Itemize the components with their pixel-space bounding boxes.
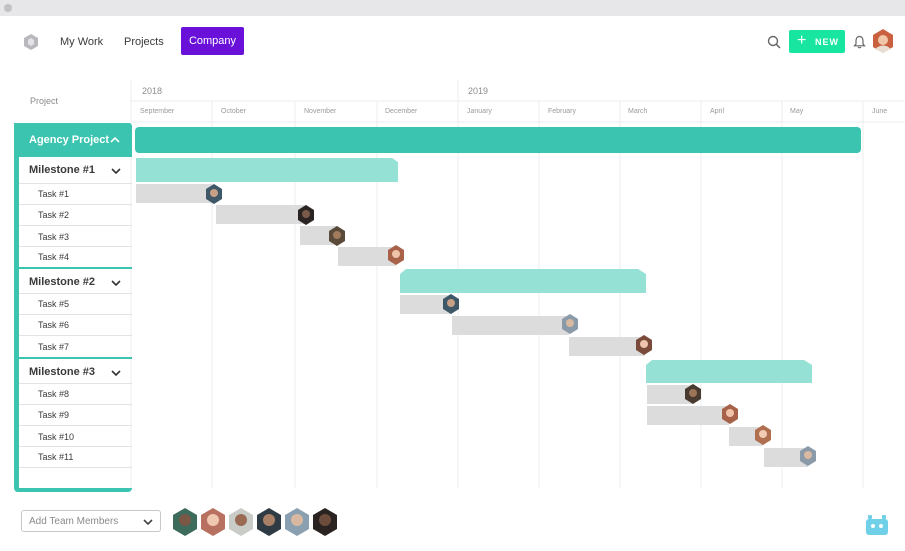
milestone-row[interactable]: Milestone #1 (19, 157, 132, 184)
assignee-avatar[interactable] (799, 446, 817, 466)
assignee-avatar[interactable] (684, 384, 702, 404)
task-label: Task #6 (38, 320, 70, 330)
project-sidebar: Agency Project Milestone #1 Task #1 Task… (14, 123, 132, 492)
task-row[interactable]: Task #5 (19, 294, 132, 315)
milestone-row[interactable]: Milestone #2 (19, 267, 132, 294)
team-member-avatar[interactable] (172, 508, 198, 536)
assignee-avatar[interactable] (297, 205, 315, 225)
task-bar[interactable] (338, 247, 396, 266)
nav-company[interactable]: Company (181, 27, 244, 55)
assignee-avatar[interactable] (205, 184, 223, 204)
task-label: Task #2 (38, 210, 70, 220)
milestone-bar[interactable] (646, 360, 812, 383)
team-member-avatar[interactable] (256, 508, 282, 536)
task-label: Task #10 (38, 432, 75, 442)
year-label: 2019 (468, 86, 489, 96)
task-bar[interactable] (300, 226, 338, 245)
add-team-members-dropdown[interactable]: Add Team Members (21, 510, 161, 532)
task-row[interactable]: Task #3 (19, 226, 132, 247)
window-titlebar (0, 0, 905, 16)
project-bar[interactable] (135, 127, 861, 153)
task-bar[interactable] (400, 295, 452, 314)
chevron-down-icon (143, 519, 153, 525)
month-label: March (628, 108, 648, 115)
new-button-label: NEW (815, 37, 839, 47)
chevron-down-icon[interactable] (111, 370, 121, 376)
team-member-avatar[interactable] (312, 508, 338, 536)
month-label: January (467, 108, 492, 115)
chevron-up-icon[interactable] (110, 137, 120, 143)
chevron-down-icon[interactable] (111, 168, 121, 174)
task-row[interactable]: Task #7 (19, 336, 132, 357)
timeline-header: 2018 2019 September October November Dec… (131, 80, 905, 123)
task-label: Task #5 (38, 299, 70, 309)
task-row[interactable]: Task #10 (19, 426, 132, 447)
task-row[interactable]: Task #11 (19, 447, 132, 468)
assignee-avatar[interactable] (561, 314, 579, 334)
task-bar[interactable] (216, 205, 305, 224)
team-member-avatar[interactable] (228, 508, 254, 536)
task-bar[interactable] (569, 337, 645, 356)
milestone-label: Milestone #3 (29, 366, 96, 378)
assignee-avatar[interactable] (635, 335, 653, 355)
task-row[interactable]: Task #6 (19, 315, 132, 336)
month-label: September (140, 108, 175, 115)
team-member-avatar[interactable] (200, 508, 226, 536)
assignee-avatar[interactable] (754, 425, 772, 445)
task-row[interactable]: Task #4 (19, 247, 132, 267)
project-column-header: Project (30, 96, 59, 106)
month-label: May (790, 108, 804, 115)
task-bar[interactable] (764, 448, 808, 467)
month-label: December (385, 108, 418, 115)
nav-projects[interactable]: Projects (124, 36, 164, 48)
hexagon-logo-icon[interactable] (22, 33, 40, 51)
assignee-avatar[interactable] (387, 245, 405, 265)
task-label: Task #8 (38, 389, 70, 399)
month-label: February (548, 108, 577, 115)
task-label: Task #9 (38, 410, 70, 420)
month-label: April (710, 108, 725, 115)
month-label: November (304, 108, 337, 115)
milestone-label: Milestone #2 (29, 276, 96, 288)
task-row[interactable]: Task #8 (19, 384, 132, 405)
team-member-avatar[interactable] (284, 508, 310, 536)
milestone-row[interactable]: Milestone #3 (19, 357, 132, 384)
milestone-bar[interactable] (400, 269, 646, 293)
chat-bot-icon[interactable] (865, 512, 889, 536)
task-row[interactable]: Task #1 (19, 184, 132, 205)
assignee-avatar[interactable] (721, 404, 739, 424)
plus-icon: + (797, 32, 808, 49)
task-label: Task #1 (38, 189, 70, 199)
bell-icon[interactable] (853, 35, 866, 49)
task-row[interactable]: Task #2 (19, 205, 132, 226)
task-label: Task #7 (38, 342, 70, 352)
task-bar[interactable] (452, 316, 569, 335)
task-bar[interactable] (729, 427, 763, 446)
project-title: Agency Project (29, 134, 110, 146)
task-bar[interactable] (647, 406, 729, 425)
month-label: June (872, 108, 888, 115)
task-label: Task #3 (38, 232, 70, 242)
assignee-avatar[interactable] (442, 294, 460, 314)
year-label: 2018 (142, 86, 163, 96)
task-label: Task #11 (38, 452, 74, 462)
month-label: October (221, 108, 246, 115)
task-bar[interactable] (136, 184, 212, 203)
search-icon[interactable] (767, 35, 781, 49)
chevron-down-icon[interactable] (111, 280, 121, 286)
assignee-avatar[interactable] (328, 226, 346, 246)
milestone-label: Milestone #1 (29, 164, 96, 176)
task-row[interactable]: Task #9 (19, 405, 132, 426)
project-row-agency[interactable]: Agency Project (14, 123, 132, 157)
nav-my-work[interactable]: My Work (60, 36, 104, 48)
user-avatar[interactable] (872, 29, 894, 53)
task-label: Task #4 (38, 252, 70, 262)
add-team-members-placeholder: Add Team Members (29, 516, 119, 527)
top-navigation: My Work Projects Company + NEW (0, 16, 905, 68)
new-button[interactable]: + NEW (789, 30, 845, 53)
milestone-bar[interactable] (136, 158, 398, 182)
window-control-dot[interactable] (4, 4, 12, 12)
task-bar[interactable] (647, 385, 693, 404)
